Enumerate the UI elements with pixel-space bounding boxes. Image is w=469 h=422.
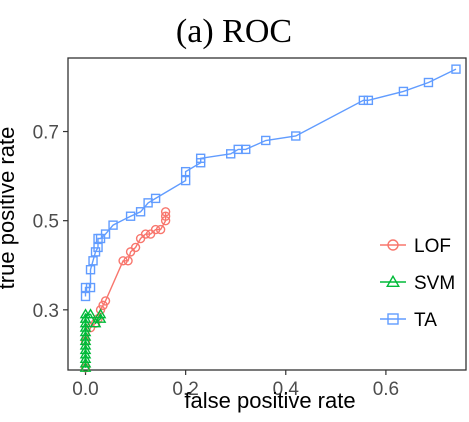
y-tick-label: 0.7	[33, 123, 59, 144]
legend-marker-ta	[387, 313, 399, 325]
data-point-ta	[80, 291, 91, 302]
series-line-ta	[84, 68, 457, 297]
chart-title: (a) ROC	[176, 13, 292, 50]
legend-label-svm: SVM	[414, 273, 455, 294]
legend-entry-ta: TA	[380, 310, 437, 331]
data-point-ta	[180, 175, 191, 186]
data-point-lof	[123, 256, 133, 266]
data-point-lof	[140, 229, 151, 239]
data-point-ta	[150, 193, 161, 204]
data-point-ta	[398, 86, 409, 97]
data-point-ta	[80, 282, 91, 293]
data-point-lof	[118, 256, 128, 266]
data-point-lof	[160, 215, 171, 226]
data-point-ta	[451, 64, 461, 74]
data-point-ta	[135, 207, 146, 217]
x-tick-label: 0.6	[373, 379, 399, 400]
data-point-ta	[88, 256, 98, 266]
data-point-lof	[160, 207, 171, 217]
x-axis-label: false positive rate	[184, 388, 355, 413]
x-tick-label: 0.2	[172, 379, 198, 400]
data-point-lof	[98, 300, 108, 311]
x-tick-label: 0.4	[273, 379, 300, 400]
data-point-ta	[85, 265, 96, 275]
legend-label-lof: LOF	[414, 236, 451, 257]
y-tick-label: 0.3	[33, 301, 59, 322]
data-point-ta	[363, 95, 374, 106]
data-point-ta	[125, 211, 136, 221]
legend-marker-lof	[387, 239, 399, 251]
series-ta	[80, 64, 461, 302]
legend: LOF SVM TA	[380, 236, 455, 331]
data-point-svm	[84, 308, 97, 319]
data-point-ta	[291, 131, 301, 141]
y-tick-label: 0.5	[33, 212, 59, 233]
legend-label-ta: TA	[414, 310, 437, 331]
data-point-ta	[261, 135, 271, 146]
data-point-ta	[93, 242, 103, 253]
data-point-lof	[155, 224, 166, 235]
data-point-ta	[108, 220, 118, 230]
legend-entry-lof: LOF	[380, 236, 451, 257]
data-point-lof	[100, 296, 111, 306]
data-point-ta	[423, 77, 434, 88]
series-svm	[79, 308, 107, 372]
legend-entry-svm: SVM	[380, 273, 455, 294]
data-point-ta	[195, 153, 206, 163]
data-point-ta	[85, 282, 96, 293]
data-point-lof	[160, 211, 171, 221]
data-point-ta	[241, 144, 251, 155]
x-tick-label: 0.0	[72, 379, 98, 400]
y-axis-label: true positive rate	[0, 127, 19, 290]
legend-marker-svm	[386, 274, 400, 288]
data-point-lof	[150, 224, 161, 235]
data-point-ta	[358, 95, 369, 106]
data-point-svm	[94, 308, 107, 319]
data-point-lof	[130, 242, 141, 253]
data-point-ta	[180, 166, 191, 177]
plot-panel-border	[67, 57, 467, 371]
data-point-ta	[100, 229, 111, 239]
